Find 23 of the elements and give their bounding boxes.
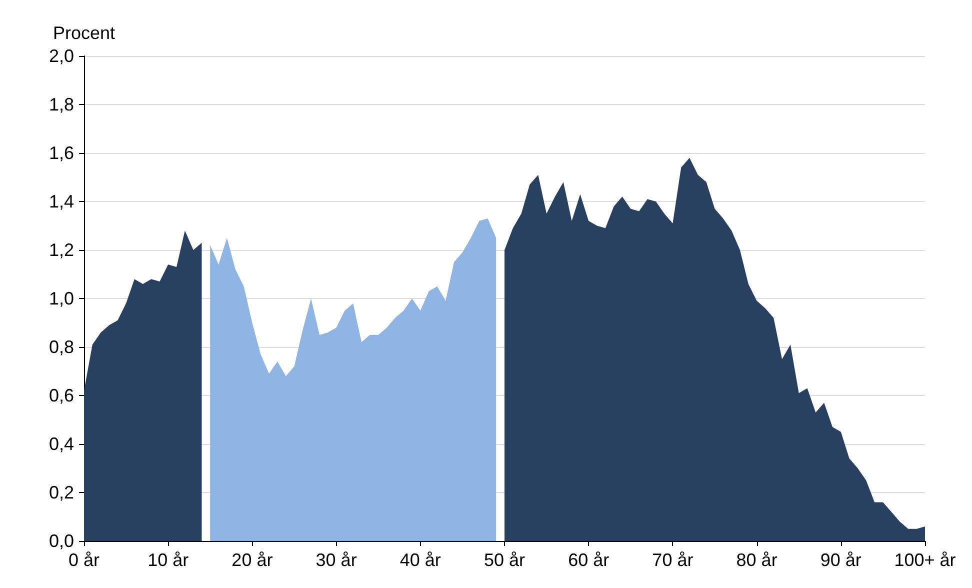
x-tick-label: 80 år xyxy=(736,550,778,570)
x-tick-label: 100+ år xyxy=(894,550,956,570)
y-tick-label: 1,0 xyxy=(48,288,74,308)
y-tick-label: 1,4 xyxy=(48,192,74,212)
x-tick-label: 60 år xyxy=(568,550,610,570)
x-tick-label: 20 år xyxy=(232,550,273,570)
x-tick-label: 70 år xyxy=(652,550,694,570)
x-tick-label: 10 år xyxy=(148,550,189,570)
y-tick-label: 0,6 xyxy=(48,386,74,406)
x-tick-label: 40 år xyxy=(400,550,441,570)
x-tick-label: 30 år xyxy=(316,550,357,570)
y-tick-label: 1,8 xyxy=(48,94,74,114)
y-tick-label: 0,8 xyxy=(48,337,74,357)
y-tick-label: 2,0 xyxy=(48,46,74,66)
x-tick-label: 50 år xyxy=(484,550,526,570)
x-tick-label: 0 år xyxy=(68,550,100,570)
y-tick-label: 0,2 xyxy=(48,482,74,502)
x-tick-label: 90 år xyxy=(820,550,862,570)
y-tick-label: 1,6 xyxy=(48,143,74,163)
y-tick-label: 0,4 xyxy=(48,434,74,454)
y-axis-title: Procent xyxy=(52,23,116,43)
y-tick-label: 1,2 xyxy=(48,240,74,260)
y-tick-label: 0,0 xyxy=(48,531,74,551)
